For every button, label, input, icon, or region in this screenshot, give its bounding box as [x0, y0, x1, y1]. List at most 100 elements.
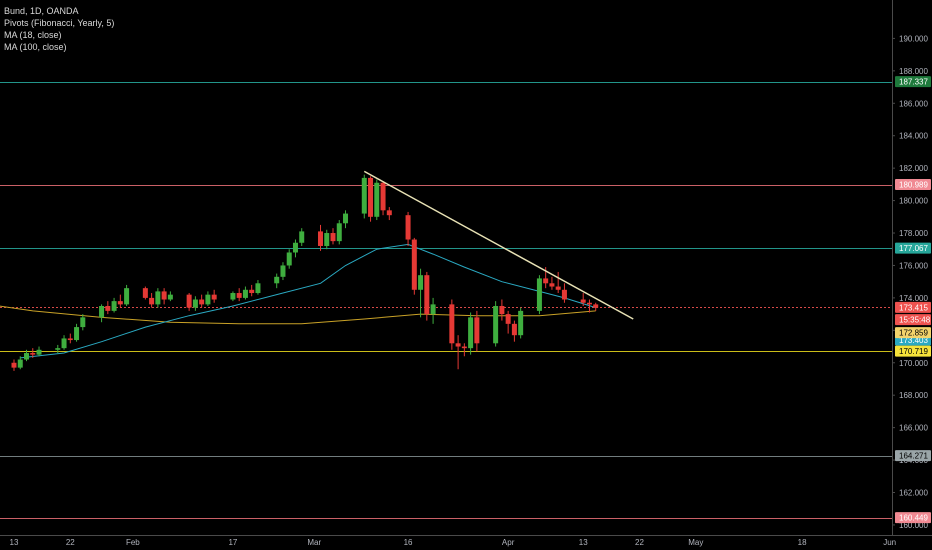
candle-body	[199, 299, 205, 305]
price-tag-label: 164.271	[899, 452, 928, 461]
candle-body	[36, 349, 42, 355]
candle	[99, 304, 105, 323]
candle	[593, 302, 599, 311]
candle-body	[505, 314, 511, 324]
candle-body	[330, 233, 336, 242]
x-tick-label: 13	[10, 538, 19, 547]
candle-body	[561, 289, 567, 300]
candle	[149, 293, 155, 308]
chart-legend: Bund, 1D, OANDA Pivots (Fibonacci, Yearl…	[4, 5, 114, 53]
candle-body	[380, 182, 386, 211]
x-tick-label: Feb	[126, 538, 140, 547]
candle	[511, 320, 517, 342]
candle	[449, 299, 455, 350]
candle-body	[149, 297, 155, 305]
y-tick-label: 184.000	[899, 132, 928, 141]
y-tick-label: 188.000	[899, 67, 928, 76]
candle	[24, 349, 30, 362]
candle-body	[405, 215, 411, 240]
candle-body	[418, 275, 424, 290]
candle	[317, 224, 323, 251]
price-tag	[895, 450, 931, 462]
candle	[493, 301, 499, 347]
price-tag-label: 170.719	[899, 347, 928, 356]
x-tick-label: 13	[579, 538, 588, 547]
price-tag-label: 15:35:48	[899, 316, 931, 325]
candle-body	[255, 283, 261, 294]
x-tick-label: 18	[798, 538, 807, 547]
pivots-indicator-label[interactable]: Pivots (Fibonacci, Yearly, 5)	[4, 18, 115, 28]
y-tick-label: 182.000	[899, 164, 928, 173]
candle-body	[518, 310, 524, 336]
candle-body	[61, 338, 67, 349]
candle-body	[411, 239, 417, 290]
candle	[374, 179, 380, 221]
candle-body	[549, 283, 555, 287]
price-tag-label: 173.403	[899, 336, 928, 345]
ma18-indicator-label[interactable]: MA (18, close)	[4, 30, 62, 40]
price-tag	[895, 242, 931, 254]
candle	[336, 220, 342, 245]
y-tick-label: 170.000	[899, 359, 928, 368]
candle-body	[17, 359, 23, 368]
candle-body	[111, 301, 117, 311]
x-tick-label: 16	[404, 538, 413, 547]
candle-body	[236, 293, 242, 298]
candle-body	[286, 252, 292, 266]
price-tag	[895, 327, 931, 339]
candle-body	[205, 294, 211, 305]
candle	[161, 288, 167, 305]
candle	[199, 294, 205, 308]
price-tag-label: 187.337	[899, 78, 928, 87]
candle	[11, 359, 17, 371]
candle	[230, 291, 236, 302]
candle-body	[274, 276, 280, 284]
y-tick-label: 180.000	[899, 197, 928, 206]
candle-body	[461, 346, 467, 349]
candle	[249, 284, 255, 297]
candle-body	[55, 348, 61, 350]
candle	[418, 268, 424, 318]
candle	[405, 211, 411, 246]
candle	[192, 296, 198, 311]
candle	[30, 348, 36, 358]
x-tick-label: 22	[66, 538, 75, 547]
candle-body	[99, 306, 105, 318]
candle-body	[593, 304, 599, 308]
candle-body	[242, 289, 248, 298]
candles-layer	[11, 174, 599, 371]
trendline-layer[interactable]	[363, 170, 634, 320]
candle	[155, 288, 161, 308]
candle-body	[167, 294, 173, 300]
candle-body	[499, 306, 505, 315]
candle	[242, 286, 248, 300]
candle-body	[474, 317, 480, 344]
candle-body	[543, 278, 549, 284]
candle-body	[105, 306, 111, 311]
price-tag	[895, 76, 931, 88]
candle	[580, 293, 586, 306]
candle	[536, 275, 542, 315]
x-tick-label: 22	[635, 538, 644, 547]
price-tag	[895, 314, 931, 326]
time-axis[interactable]: 1322Feb17Mar16Apr1322May18Jun15	[10, 538, 932, 547]
ma18-line	[20, 243, 596, 359]
x-tick-label: Jun	[883, 538, 896, 547]
candle-body	[449, 304, 455, 344]
ma100-indicator-label[interactable]: MA (100, close)	[4, 42, 67, 52]
candle-body	[361, 177, 367, 214]
candle-body	[455, 343, 461, 347]
candle-body	[468, 317, 474, 349]
price-tag-label: 180.989	[899, 181, 928, 190]
candle-body	[368, 177, 374, 217]
candle	[555, 271, 561, 294]
symbol-title[interactable]: Bund, 1D, OANDA	[4, 6, 79, 16]
candle-body	[536, 278, 542, 311]
candle-body	[555, 286, 561, 290]
candle	[505, 310, 511, 334]
price-tag	[895, 345, 931, 357]
candle	[299, 228, 305, 246]
y-tick-label: 186.000	[899, 99, 928, 108]
